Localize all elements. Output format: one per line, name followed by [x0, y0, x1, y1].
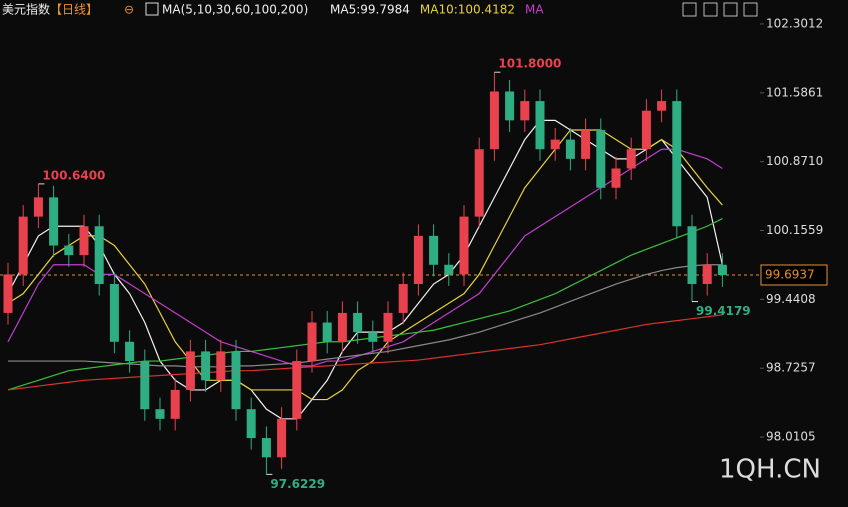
candle-body — [611, 168, 621, 188]
ma-line — [7, 314, 723, 391]
candle-body — [717, 264, 727, 275]
candle-body — [535, 101, 545, 150]
ma-line — [7, 119, 723, 420]
tool-icon[interactable] — [743, 2, 758, 17]
candle-body — [201, 351, 211, 381]
last-price-box — [760, 264, 828, 286]
candle-body — [474, 149, 484, 217]
chart-title: 美元指数 — [2, 2, 50, 17]
candle-body — [140, 361, 150, 410]
last-price-label: 99.6937 — [765, 267, 815, 281]
y-tick-label: 102.3012 — [766, 16, 823, 30]
candle-body — [641, 110, 651, 150]
candle-body — [292, 361, 302, 419]
candle-body — [550, 139, 560, 150]
candle-body — [125, 341, 135, 362]
candle-body — [307, 322, 317, 362]
candle-body — [459, 216, 469, 275]
ma-line — [8, 264, 723, 368]
candle-body — [261, 438, 271, 458]
extreme-label: 99.4179 — [696, 304, 751, 318]
candle-body — [277, 418, 287, 458]
extreme-label: 101.8000 — [498, 57, 561, 71]
candle-body — [231, 351, 241, 410]
candle-body — [79, 226, 89, 256]
tool-icon[interactable] — [723, 2, 738, 17]
zoom-icon[interactable]: ⊖ — [124, 3, 134, 17]
candle-body — [94, 226, 104, 285]
candle-body — [216, 351, 226, 381]
candle-body — [596, 129, 606, 188]
candle-body — [170, 389, 180, 419]
candle-body — [64, 245, 74, 256]
candle-body — [322, 322, 332, 342]
candle-body — [368, 332, 378, 342]
candle-body — [702, 264, 712, 285]
candle-body — [109, 284, 119, 342]
candle-body — [33, 197, 43, 217]
candle-body — [687, 226, 697, 285]
candle-body — [155, 409, 165, 419]
y-tick-label: 100.1559 — [766, 223, 823, 237]
extreme-label: 97.6229 — [270, 477, 325, 491]
ma-icon[interactable] — [145, 2, 159, 16]
candle-body — [429, 235, 439, 265]
candle-body — [18, 216, 28, 275]
legend-entry: MA5:99.7984 — [330, 3, 410, 17]
candle-body — [489, 91, 499, 150]
candle-body — [444, 264, 454, 275]
tool-icon[interactable] — [682, 2, 697, 17]
candle-body — [398, 284, 408, 313]
y-tick-label: 99.4408 — [766, 292, 816, 306]
candle-body — [185, 351, 195, 390]
candle-body — [626, 149, 636, 169]
tool-icon[interactable] — [703, 2, 718, 17]
candle-body — [581, 129, 591, 159]
candle-body — [246, 409, 256, 439]
watermark: 1QH.CN — [719, 455, 821, 485]
extreme-label: 100.6400 — [42, 168, 105, 182]
candle-body — [505, 91, 515, 121]
legend-entry: MA10:100.4182 — [420, 3, 515, 17]
candle-body — [49, 197, 59, 246]
candle-body — [3, 274, 13, 313]
candle-body — [413, 235, 423, 285]
candle-body — [383, 312, 393, 342]
legend-entry: MA — [525, 3, 544, 17]
indicator: MA(5,10,30,60,100,200) — [162, 3, 308, 17]
period[interactable]: 【日线】 — [50, 3, 98, 17]
candle-body — [672, 101, 682, 227]
candle-body — [337, 312, 347, 342]
candle-body — [520, 101, 530, 121]
y-tick-label: 100.8710 — [766, 154, 823, 168]
y-tick-label: 101.5861 — [766, 85, 823, 99]
y-tick-label: 98.0105 — [766, 430, 816, 444]
toolbar — [682, 2, 758, 17]
candle-body — [657, 101, 667, 111]
y-tick-label: 98.7257 — [766, 361, 816, 375]
candle-body — [565, 139, 575, 159]
candle-body — [353, 312, 363, 333]
